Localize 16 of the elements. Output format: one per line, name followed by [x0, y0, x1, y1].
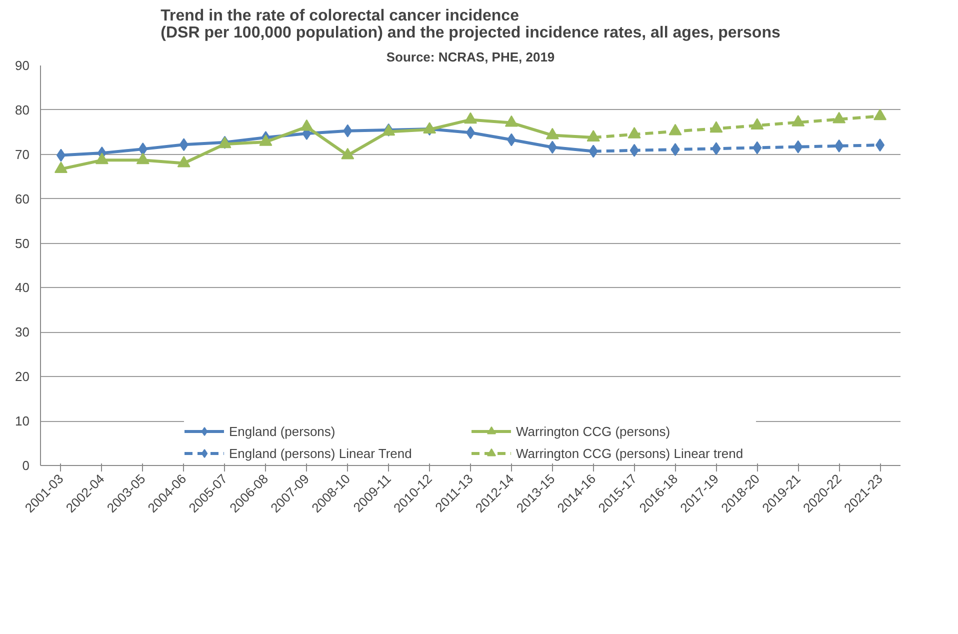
y-tick-label: 80: [15, 102, 30, 118]
y-tick-label: 50: [15, 236, 30, 251]
chart-subtitle: Source: NCRAS, PHE, 2019: [386, 50, 555, 64]
y-tick-label: 10: [15, 414, 30, 429]
chart-title: Trend in the rate of colorectal cancer incidence (DSR per 100,000 population) and the projected incidence rates, all ages, persons: [160, 8, 780, 42]
y-tick-label: 60: [15, 191, 30, 206]
legend-label: England (persons) Linear Trend: [229, 446, 413, 460]
legend-label: Warrington CCG (persons) Linear trend: [516, 446, 744, 460]
y-tick-label: 30: [15, 324, 30, 340]
y-tick-label: 0: [22, 458, 30, 473]
y-tick-label: 20: [15, 369, 30, 384]
y-tick-label: 70: [15, 146, 30, 162]
y-tick-label: 90: [15, 58, 30, 73]
legend-label: Warrington CCG (persons): [516, 424, 672, 438]
legend-label: England (persons): [229, 424, 336, 438]
y-tick-label: 40: [15, 280, 30, 296]
